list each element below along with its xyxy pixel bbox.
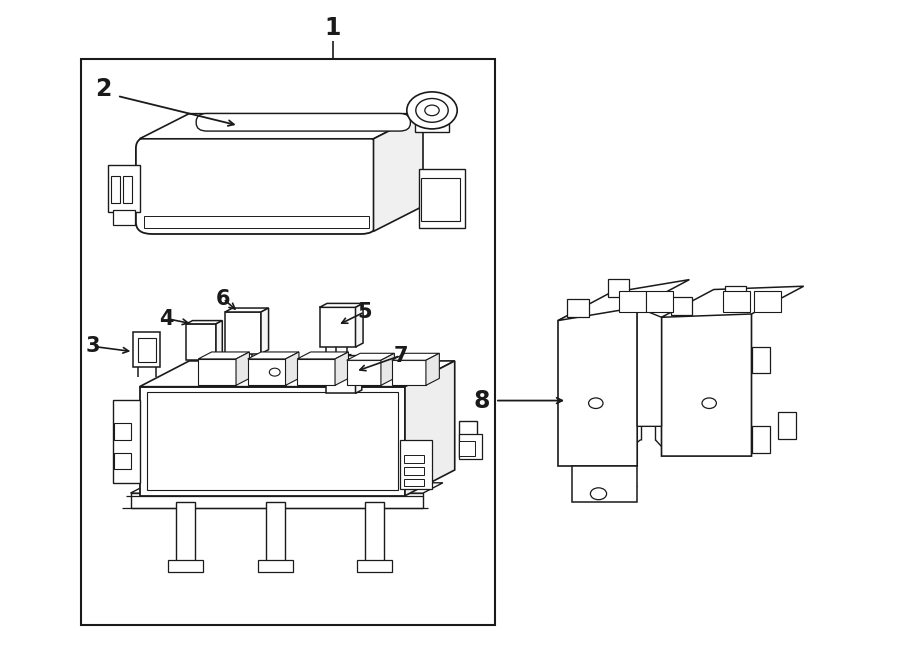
Bar <box>754 291 781 312</box>
Bar <box>752 426 770 453</box>
Polygon shape <box>405 361 454 496</box>
Polygon shape <box>112 400 140 483</box>
Bar <box>258 560 292 572</box>
Bar <box>186 324 216 360</box>
Bar <box>357 560 392 572</box>
Polygon shape <box>297 352 348 359</box>
Bar <box>81 59 495 625</box>
Polygon shape <box>261 308 268 354</box>
Polygon shape <box>356 303 363 347</box>
Polygon shape <box>216 321 222 360</box>
Text: 2: 2 <box>95 77 112 101</box>
Polygon shape <box>335 352 348 385</box>
Bar <box>266 502 285 562</box>
Polygon shape <box>637 307 662 426</box>
Circle shape <box>589 398 603 408</box>
Text: 8: 8 <box>473 389 490 412</box>
Polygon shape <box>285 352 299 385</box>
Bar <box>114 423 130 440</box>
Polygon shape <box>346 353 394 360</box>
Circle shape <box>590 488 607 500</box>
Bar <box>140 387 405 496</box>
Circle shape <box>407 92 457 129</box>
FancyBboxPatch shape <box>136 136 377 234</box>
Polygon shape <box>130 483 443 493</box>
Text: 4: 4 <box>159 309 174 329</box>
Bar <box>418 169 465 228</box>
Polygon shape <box>198 352 249 359</box>
Polygon shape <box>392 353 439 360</box>
Bar <box>421 178 460 221</box>
Polygon shape <box>356 356 362 393</box>
FancyBboxPatch shape <box>196 114 410 131</box>
Text: 5: 5 <box>357 302 372 322</box>
Bar <box>346 360 381 385</box>
Bar <box>723 291 750 312</box>
Polygon shape <box>140 361 454 387</box>
Bar <box>724 286 746 304</box>
Bar <box>646 291 673 312</box>
Bar <box>130 493 423 508</box>
Bar <box>144 216 369 228</box>
Polygon shape <box>140 114 423 139</box>
Polygon shape <box>374 114 423 231</box>
Text: 3: 3 <box>86 336 100 356</box>
Circle shape <box>269 368 280 376</box>
Text: 6: 6 <box>216 289 230 309</box>
Bar <box>248 359 285 385</box>
Circle shape <box>416 98 448 122</box>
Bar <box>392 360 426 385</box>
Bar <box>752 347 770 373</box>
Bar <box>326 359 356 393</box>
Bar <box>225 312 261 354</box>
Polygon shape <box>381 353 394 385</box>
Polygon shape <box>459 421 477 457</box>
Bar <box>670 297 692 315</box>
Circle shape <box>425 105 439 116</box>
Bar <box>567 299 589 317</box>
Bar <box>147 392 398 490</box>
Polygon shape <box>248 352 299 359</box>
Text: 1: 1 <box>325 16 341 40</box>
Bar <box>778 412 796 439</box>
Polygon shape <box>426 353 439 385</box>
Bar <box>168 560 202 572</box>
Bar <box>112 210 135 225</box>
Polygon shape <box>662 286 804 317</box>
Polygon shape <box>558 280 689 321</box>
Bar <box>320 307 356 347</box>
Bar <box>133 332 160 367</box>
Bar <box>176 502 195 562</box>
Bar <box>404 467 424 475</box>
Bar <box>619 291 646 312</box>
Bar <box>404 479 424 486</box>
Bar <box>108 165 140 212</box>
Bar <box>400 440 432 489</box>
Circle shape <box>702 398 716 408</box>
Bar <box>114 453 130 469</box>
Bar <box>111 176 120 203</box>
Polygon shape <box>326 356 362 359</box>
Polygon shape <box>186 321 222 324</box>
Bar <box>608 279 629 297</box>
Bar <box>404 455 424 463</box>
Bar <box>138 338 156 362</box>
Polygon shape <box>572 466 637 502</box>
Bar <box>415 104 449 132</box>
Polygon shape <box>236 352 249 385</box>
Polygon shape <box>320 303 363 307</box>
Bar <box>459 434 482 459</box>
Bar <box>198 359 236 385</box>
Polygon shape <box>558 294 637 466</box>
Bar <box>123 176 132 203</box>
Bar <box>459 442 475 456</box>
Bar <box>364 502 384 562</box>
Bar <box>297 359 335 385</box>
Text: 7: 7 <box>393 346 408 366</box>
Polygon shape <box>662 301 752 456</box>
Polygon shape <box>225 308 268 312</box>
